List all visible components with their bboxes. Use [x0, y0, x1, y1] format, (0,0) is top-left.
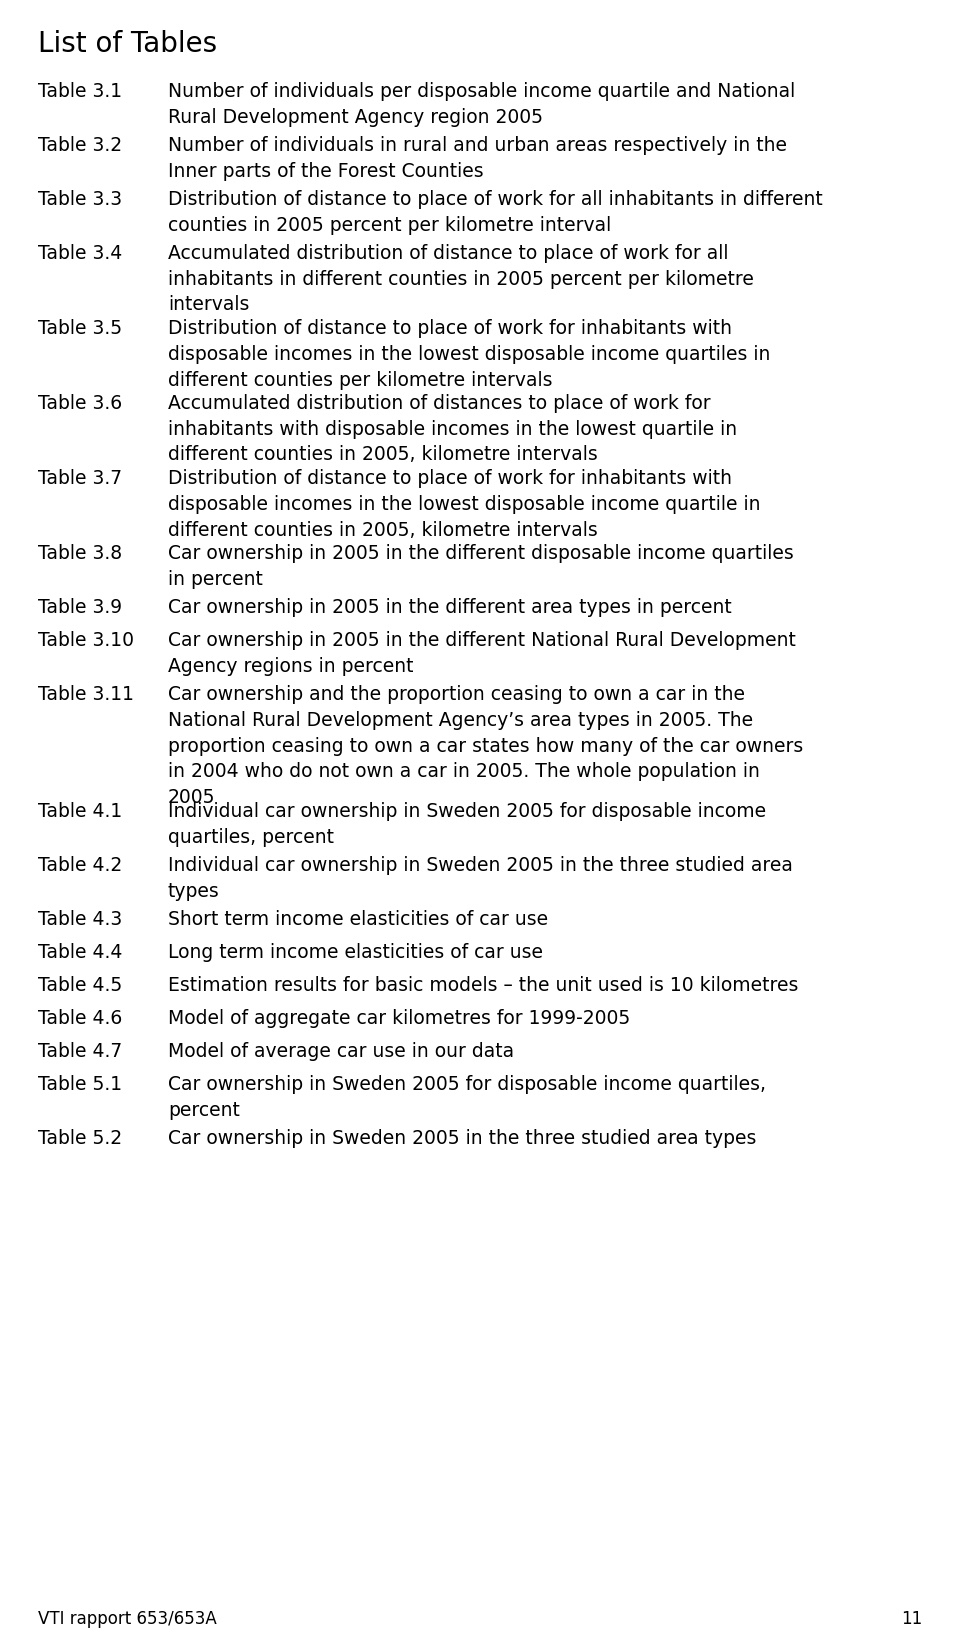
Text: Table 3.2: Table 3.2 [38, 136, 122, 156]
Text: Long term income elasticities of car use: Long term income elasticities of car use [168, 942, 543, 962]
Text: Table 5.2: Table 5.2 [38, 1129, 122, 1147]
Text: Table 3.1: Table 3.1 [38, 82, 122, 102]
Text: Table 3.6: Table 3.6 [38, 393, 122, 413]
Text: Table 4.5: Table 4.5 [38, 975, 122, 995]
Text: Car ownership in Sweden 2005 for disposable income quartiles,
percent: Car ownership in Sweden 2005 for disposa… [168, 1075, 766, 1119]
Text: Distribution of distance to place of work for inhabitants with
disposable income: Distribution of distance to place of wor… [168, 320, 770, 390]
Text: 11: 11 [900, 1609, 922, 1628]
Text: Estimation results for basic models – the unit used is 10 kilometres: Estimation results for basic models – th… [168, 975, 799, 995]
Text: Table 3.5: Table 3.5 [38, 320, 122, 338]
Text: Accumulated distribution of distances to place of work for
inhabitants with disp: Accumulated distribution of distances to… [168, 393, 737, 464]
Text: Individual car ownership in Sweden 2005 for disposable income
quartiles, percent: Individual car ownership in Sweden 2005 … [168, 801, 766, 847]
Text: Table 3.7: Table 3.7 [38, 469, 122, 488]
Text: Table 4.4: Table 4.4 [38, 942, 122, 962]
Text: Number of individuals in rural and urban areas respectively in the
Inner parts o: Number of individuals in rural and urban… [168, 136, 787, 180]
Text: Distribution of distance to place of work for all inhabitants in different
count: Distribution of distance to place of wor… [168, 190, 823, 234]
Text: VTI rapport 653/653A: VTI rapport 653/653A [38, 1609, 217, 1628]
Text: Number of individuals per disposable income quartile and National
Rural Developm: Number of individuals per disposable inc… [168, 82, 795, 126]
Text: Table 4.3: Table 4.3 [38, 910, 122, 929]
Text: Car ownership and the proportion ceasing to own a car in the
National Rural Deve: Car ownership and the proportion ceasing… [168, 685, 804, 806]
Text: Model of aggregate car kilometres for 1999-2005: Model of aggregate car kilometres for 19… [168, 1010, 631, 1028]
Text: Individual car ownership in Sweden 2005 in the three studied area
types: Individual car ownership in Sweden 2005 … [168, 856, 793, 901]
Text: Car ownership in 2005 in the different area types in percent: Car ownership in 2005 in the different a… [168, 598, 732, 616]
Text: Table 4.7: Table 4.7 [38, 1042, 122, 1060]
Text: Table 3.10: Table 3.10 [38, 631, 134, 651]
Text: Table 3.9: Table 3.9 [38, 598, 122, 616]
Text: Table 3.11: Table 3.11 [38, 685, 134, 705]
Text: Car ownership in 2005 in the different disposable income quartiles
in percent: Car ownership in 2005 in the different d… [168, 544, 794, 588]
Text: Table 4.6: Table 4.6 [38, 1010, 122, 1028]
Text: Table 3.8: Table 3.8 [38, 544, 122, 564]
Text: Car ownership in 2005 in the different National Rural Development
Agency regions: Car ownership in 2005 in the different N… [168, 631, 796, 675]
Text: Table 3.3: Table 3.3 [38, 190, 122, 210]
Text: Table 3.4: Table 3.4 [38, 244, 122, 262]
Text: Short term income elasticities of car use: Short term income elasticities of car us… [168, 910, 548, 929]
Text: Table 4.2: Table 4.2 [38, 856, 122, 875]
Text: Distribution of distance to place of work for inhabitants with
disposable income: Distribution of distance to place of wor… [168, 469, 760, 539]
Text: Accumulated distribution of distance to place of work for all
inhabitants in dif: Accumulated distribution of distance to … [168, 244, 754, 315]
Text: Model of average car use in our data: Model of average car use in our data [168, 1042, 515, 1060]
Text: Table 5.1: Table 5.1 [38, 1075, 122, 1093]
Text: Car ownership in Sweden 2005 in the three studied area types: Car ownership in Sweden 2005 in the thre… [168, 1129, 756, 1147]
Text: List of Tables: List of Tables [38, 30, 217, 57]
Text: Table 4.1: Table 4.1 [38, 801, 122, 821]
